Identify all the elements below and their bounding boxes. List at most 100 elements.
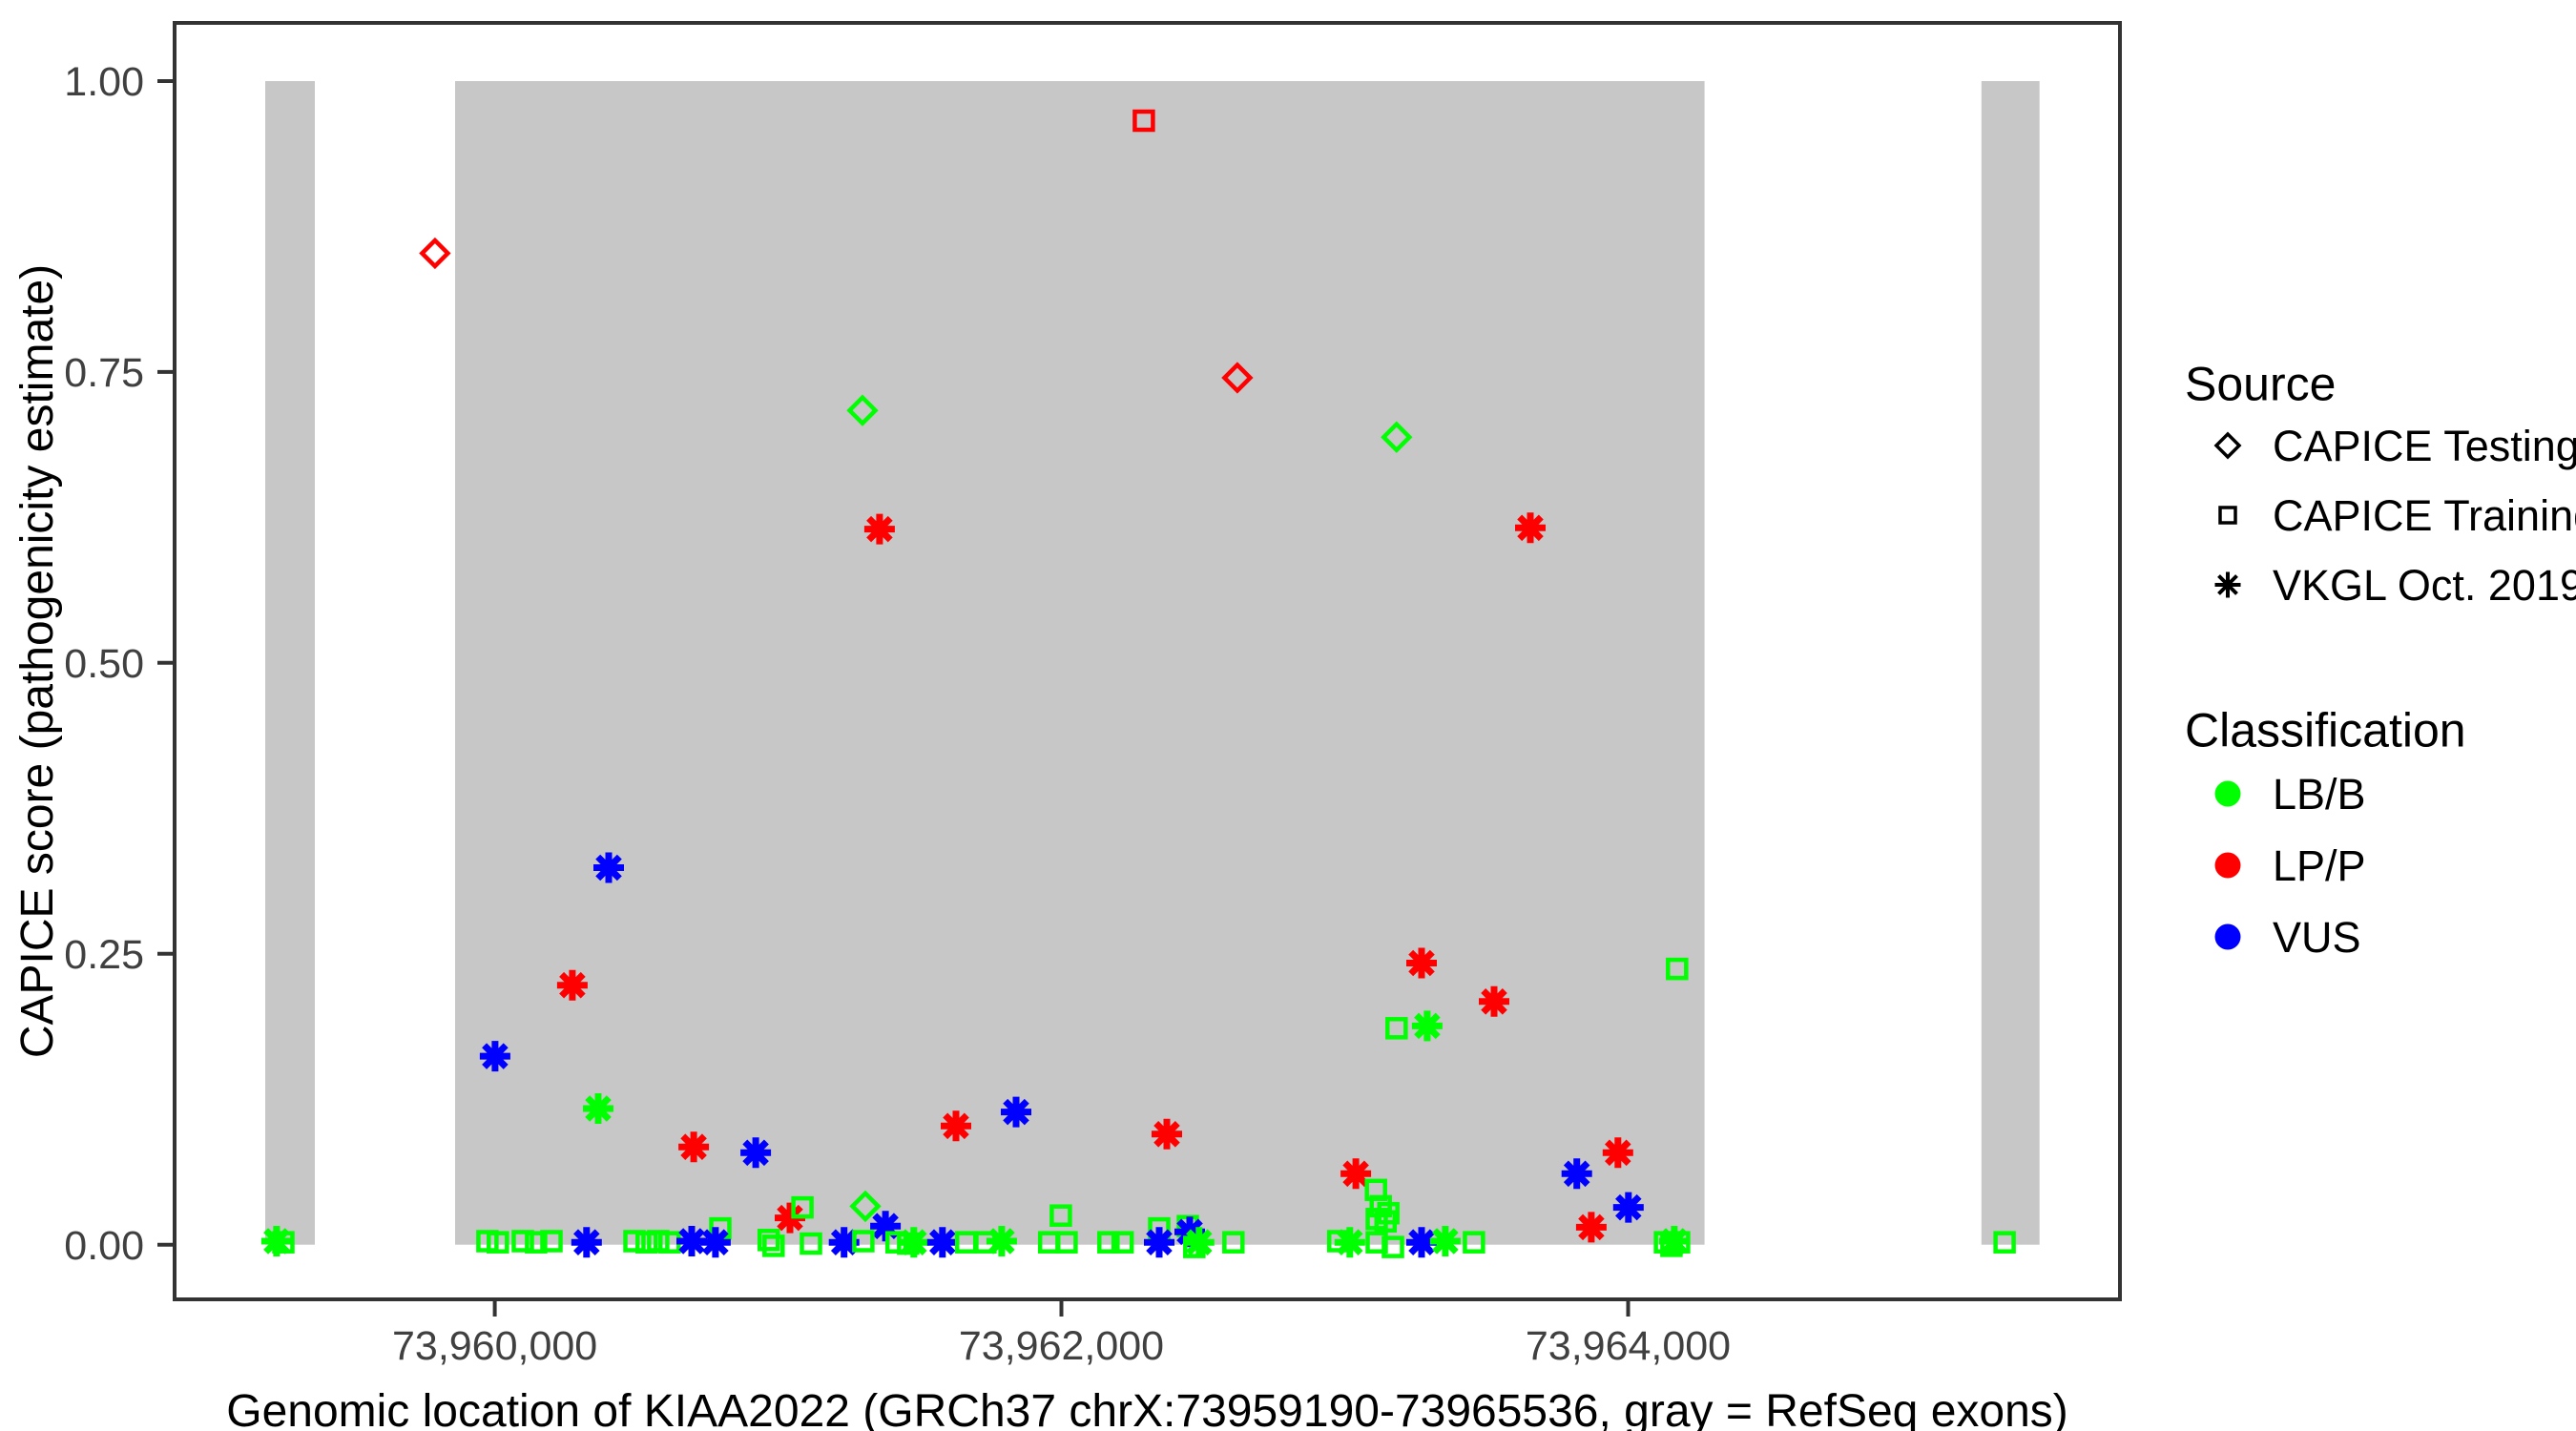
data-point	[635, 1231, 658, 1254]
legend-source-label: CAPICE Testing	[2273, 422, 2576, 470]
data-point	[1666, 957, 1689, 981]
data-point	[1515, 512, 1546, 544]
data-point	[1612, 1192, 1644, 1223]
data-point	[1144, 1227, 1174, 1258]
data-point	[1381, 1235, 1404, 1258]
data-point	[1340, 1158, 1372, 1190]
classification-dot-icon	[2214, 780, 2241, 807]
asterisk-icon	[2214, 571, 2241, 598]
data-point	[800, 1232, 822, 1255]
data-point	[678, 1131, 710, 1163]
data-point	[487, 1231, 509, 1254]
data-points	[260, 109, 2016, 1258]
refseq-exon-bars	[265, 81, 2040, 1245]
data-point	[1222, 1231, 1245, 1254]
data-point	[852, 1230, 875, 1253]
classification-dot-icon	[2214, 852, 2241, 879]
y-tick-label: 0.25	[64, 932, 144, 978]
y-tick-label: 0.50	[64, 641, 144, 687]
data-point	[511, 1230, 534, 1253]
data-point	[1602, 1137, 1633, 1169]
legend-classification-item: LB/B	[2214, 770, 2366, 819]
data-point	[676, 1226, 707, 1256]
y-tick-label: 1.00	[64, 59, 144, 105]
x-tick-label: 73,960,000	[392, 1323, 597, 1369]
data-point	[272, 1231, 295, 1254]
data-point	[846, 394, 879, 426]
data-point	[926, 1227, 958, 1258]
legend-source-item: VKGL Oct. 2019	[2214, 561, 2576, 610]
data-point	[556, 969, 588, 1001]
data-point	[419, 237, 451, 270]
x-tick-label: 73,964,000	[1526, 1323, 1731, 1369]
data-point	[1152, 1118, 1182, 1150]
data-point	[540, 1230, 563, 1253]
data-point	[1411, 1010, 1443, 1042]
legend-classification-title: Classification	[2185, 704, 2466, 757]
data-point	[1374, 1210, 1398, 1234]
data-point	[1097, 1231, 1120, 1254]
data-point	[863, 513, 895, 545]
legend-classification-label: VUS	[2273, 913, 2361, 962]
data-point	[1183, 1227, 1215, 1258]
data-point	[849, 1190, 882, 1223]
data-point	[260, 1226, 292, 1256]
x-axis: 73,960,000 73,962,000 73,964,000	[392, 1299, 1731, 1369]
data-point	[583, 1093, 613, 1124]
data-point	[1406, 947, 1437, 979]
data-point	[775, 1202, 805, 1234]
data-point	[571, 1227, 602, 1258]
y-tick-label: 0.00	[64, 1223, 144, 1269]
data-point	[593, 852, 624, 883]
legend-classification-item: LP/P	[2214, 841, 2366, 890]
data-point	[1385, 1017, 1408, 1040]
y-axis: 1.00 0.75 0.50 0.25 0.00	[64, 59, 175, 1269]
data-point	[525, 1231, 548, 1254]
y-axis-title: CAPICE score (pathogenicity estimate)	[12, 264, 63, 1058]
data-point	[1049, 1204, 1072, 1227]
data-point	[740, 1137, 772, 1169]
data-point	[1132, 109, 1155, 133]
legend-source: Source CAPICE Testing CAPICE Training VKGL …	[2185, 358, 2576, 610]
exon-bar	[1981, 81, 2040, 1245]
classification-dot-icon	[2214, 923, 2241, 950]
data-point	[986, 1226, 1017, 1256]
legend-source-item: CAPICE Training	[2218, 491, 2576, 540]
y-tick-label: 0.75	[64, 350, 144, 396]
data-point	[828, 1227, 860, 1258]
data-point	[1406, 1227, 1437, 1258]
data-point	[1334, 1227, 1365, 1258]
data-point	[1381, 421, 1413, 453]
data-point	[1001, 1096, 1031, 1128]
data-point	[1463, 1231, 1485, 1254]
legend-source-item: CAPICE Testing	[2213, 422, 2576, 470]
data-point	[762, 1234, 785, 1257]
data-point	[898, 1227, 929, 1258]
data-point	[1561, 1158, 1592, 1190]
data-point	[870, 1211, 902, 1242]
diamond-icon	[2213, 431, 2242, 460]
data-point	[1055, 1231, 1078, 1254]
x-tick-label: 73,962,000	[959, 1323, 1164, 1369]
legend-classification-label: LP/P	[2273, 841, 2366, 890]
legend-classification: Classification LB/B LP/P VUS	[2185, 704, 2466, 962]
legend-source-label: VKGL Oct. 2019	[2273, 561, 2576, 610]
data-point	[1429, 1226, 1461, 1256]
data-point	[757, 1229, 780, 1252]
legend-source-label: CAPICE Training	[2273, 491, 2576, 540]
exon-bar	[455, 81, 1705, 1245]
data-point	[941, 1110, 971, 1142]
legend-classification-item: VUS	[2214, 913, 2361, 962]
data-point	[1993, 1231, 2016, 1254]
data-point	[1111, 1231, 1134, 1254]
legend-classification-label: LB/B	[2273, 770, 2366, 819]
data-point	[1479, 985, 1509, 1017]
data-point	[1221, 362, 1254, 394]
x-axis-title: Genomic location of KIAA2022 (GRCh37 chr…	[226, 1386, 2068, 1431]
legend-source-title: Source	[2185, 358, 2336, 411]
data-point	[1575, 1212, 1607, 1243]
exon-bar	[265, 81, 315, 1245]
square-icon	[2218, 506, 2237, 525]
